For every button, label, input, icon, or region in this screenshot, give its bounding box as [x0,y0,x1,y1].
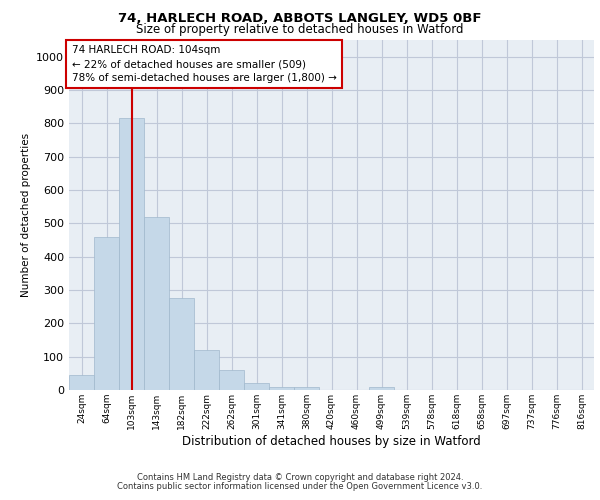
Bar [169,298,194,390]
Bar [219,370,244,390]
Bar [69,375,94,390]
Bar [244,384,269,390]
Text: Size of property relative to detached houses in Watford: Size of property relative to detached ho… [136,22,464,36]
Text: Contains public sector information licensed under the Open Government Licence v3: Contains public sector information licen… [118,482,482,491]
X-axis label: Distribution of detached houses by size in Watford: Distribution of detached houses by size … [182,434,481,448]
Bar [194,350,219,390]
Text: 74 HARLECH ROAD: 104sqm
← 22% of detached houses are smaller (509)
78% of semi-d: 74 HARLECH ROAD: 104sqm ← 22% of detache… [71,46,337,84]
Bar [119,118,144,390]
Bar [144,216,169,390]
Bar [294,386,319,390]
Text: 74, HARLECH ROAD, ABBOTS LANGLEY, WD5 0BF: 74, HARLECH ROAD, ABBOTS LANGLEY, WD5 0B… [118,12,482,26]
Bar [94,236,119,390]
Bar [269,388,294,390]
Y-axis label: Number of detached properties: Number of detached properties [20,133,31,297]
Text: Contains HM Land Registry data © Crown copyright and database right 2024.: Contains HM Land Registry data © Crown c… [137,474,463,482]
Bar [369,388,394,390]
